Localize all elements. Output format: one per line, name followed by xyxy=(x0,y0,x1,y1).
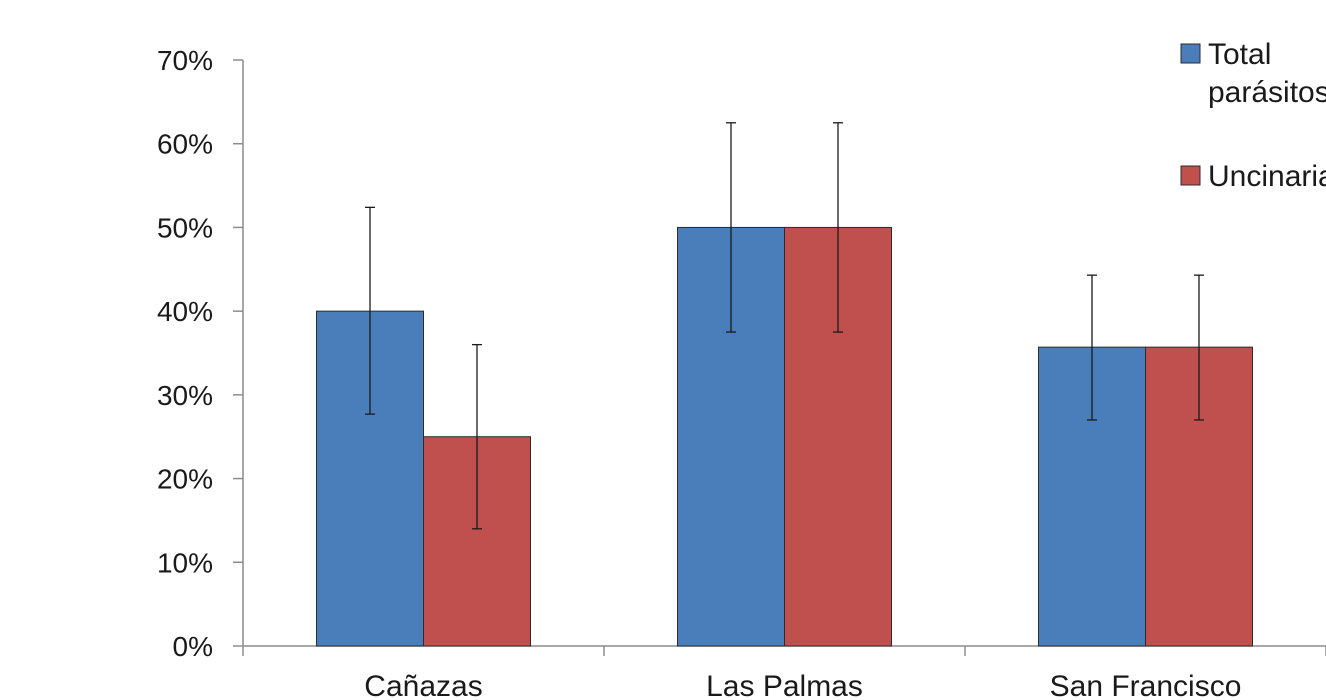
legend: Total parásitos Uncinarias xyxy=(1180,38,1326,193)
bar-uncinarias xyxy=(1145,346,1253,647)
error-bars xyxy=(365,122,1204,530)
x-axis: Cañazas Las Palmas San Francisco xyxy=(242,645,1326,700)
legend-swatch xyxy=(1180,165,1201,186)
y-tick-label: 60% xyxy=(157,129,213,160)
legend-swatch xyxy=(1180,43,1201,64)
y-tick-label: 20% xyxy=(157,464,213,495)
y-tick-label: 0% xyxy=(173,631,213,662)
y-tick-label: 10% xyxy=(157,547,213,578)
x-category-label: Cañazas xyxy=(364,670,482,700)
y-axis: 0% 10% 20% 30% 40% 50% 60% 70% xyxy=(157,45,244,662)
legend-label: Uncinarias xyxy=(1208,160,1326,193)
y-tick-label: 50% xyxy=(157,212,213,243)
x-category-label: Las Palmas xyxy=(706,670,863,700)
y-tick-label: 40% xyxy=(157,296,213,327)
legend-label: parásitos xyxy=(1208,76,1326,109)
bars xyxy=(316,226,1253,647)
y-tick-label: 30% xyxy=(157,380,213,411)
legend-label: Total xyxy=(1208,38,1271,71)
x-category-label: San Francisco xyxy=(1050,670,1242,700)
y-tick-label: 70% xyxy=(157,45,213,76)
